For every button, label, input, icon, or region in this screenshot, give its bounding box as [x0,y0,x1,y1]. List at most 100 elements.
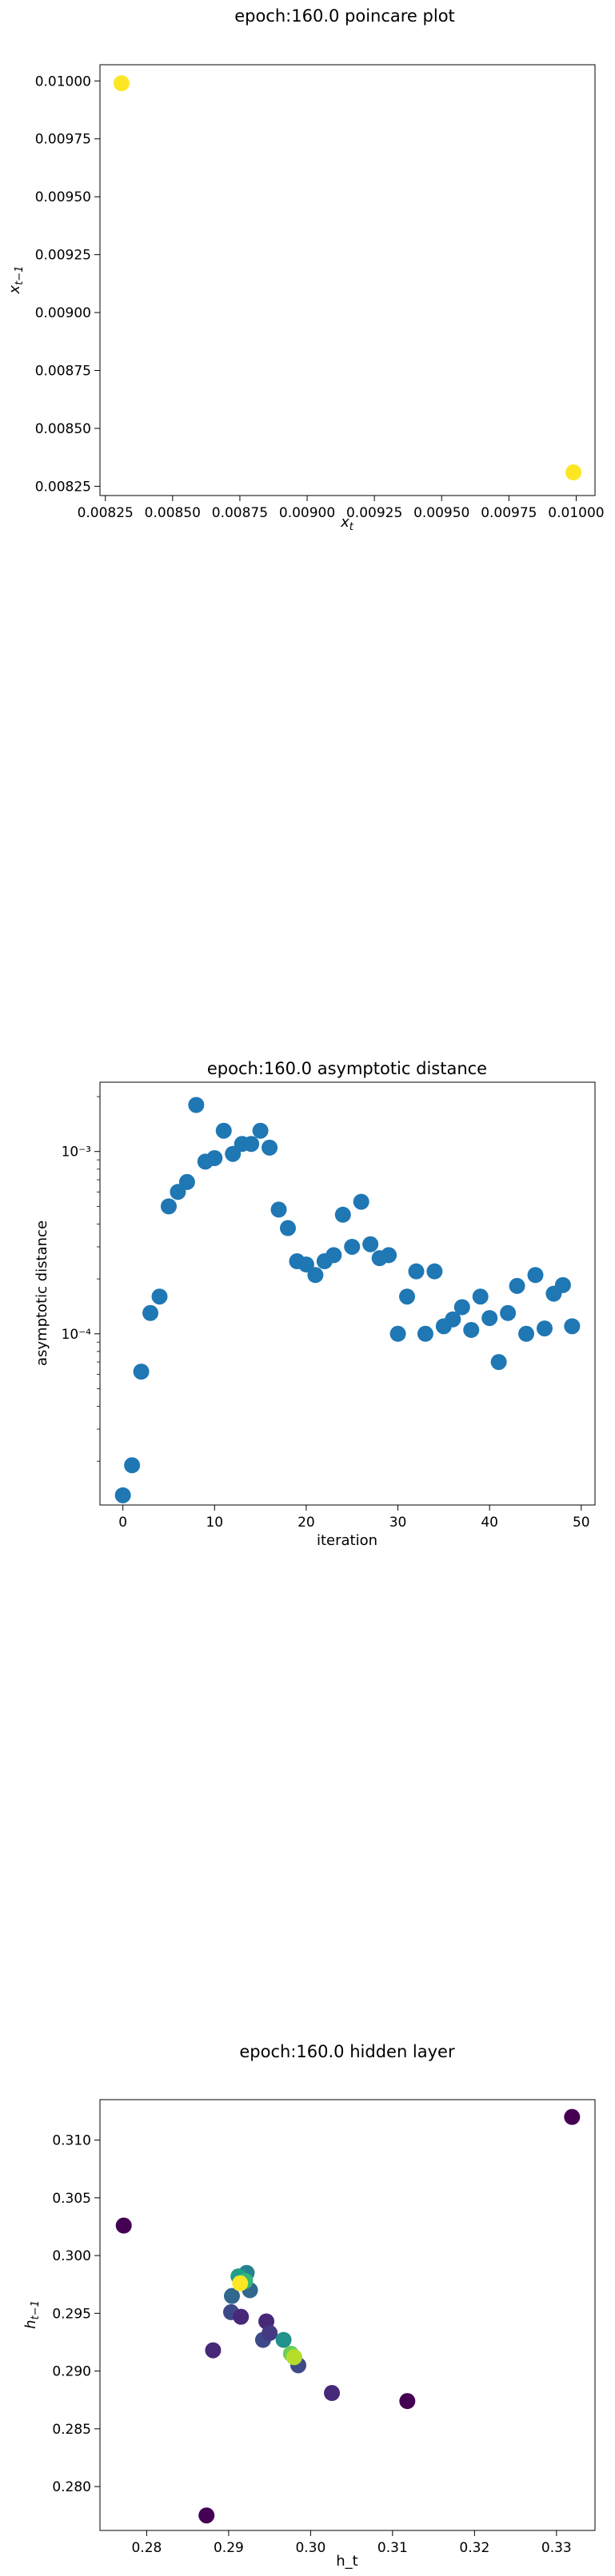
data-point [381,1247,397,1264]
x-tick-label: 0.33 [541,2540,572,2556]
data-point [252,1122,269,1139]
x-tick-label: 0.00875 [212,505,268,521]
y-tick-label: 10⁻⁴ [62,1327,92,1343]
data-point [205,2342,222,2359]
y-tick-label: 10⁻³ [62,1145,91,1161]
chart-title: epoch:160.0 hidden layer [239,2042,455,2061]
data-point [490,1354,507,1371]
data-point [270,1201,287,1218]
data-point [151,1288,168,1305]
data-point [215,1122,232,1139]
x-tick-label: 0.00900 [279,505,335,521]
data-point [262,2324,278,2341]
data-point [518,1325,535,1342]
x-tick-label: 30 [389,1515,407,1531]
x-tick-label: 0.00825 [78,505,134,521]
chart-title: epoch:160.0 asymptotic distance [207,1059,487,1078]
data-point [417,1325,433,1342]
data-points [113,75,582,481]
axis-ticks: 0.00825 0.00850 0.00875 0.00900 0.00925 0.009… [35,74,605,521]
data-point [536,1320,553,1337]
data-point [344,1238,361,1255]
data-points [114,1097,581,1503]
y-tick-label: 0.00925 [35,248,91,264]
y-tick-label: 0.00850 [35,421,91,437]
data-point [509,1277,525,1294]
y-tick-label: 0.290 [52,2364,91,2380]
y-tick-label: 0.285 [52,2422,91,2438]
poincare-plot-chart: epoch:160.0 poincare plot 0.00825 0.00850… [6,6,605,533]
data-point [233,2308,250,2325]
data-point [389,1325,406,1342]
data-point [298,1256,314,1273]
y-tick-label: 0.300 [52,2248,91,2264]
x-tick-label: 0 [118,1515,127,1531]
y-tick-label: 0.280 [52,2479,91,2495]
x-tick-label: 0.32 [459,2540,489,2556]
x-tick-label: 0.00950 [413,505,469,521]
data-point [232,2275,249,2291]
y-tick-label: 0.305 [52,2191,91,2207]
plot-area [99,64,596,496]
data-point [279,1220,296,1236]
chart-title: epoch:160.0 poincare plot [234,6,455,26]
data-point [307,1267,324,1284]
y-tick-label: 0.00875 [35,364,91,380]
x-tick-label: 0.00850 [145,505,201,521]
x-tick-label: 0.00975 [481,505,537,521]
data-point [206,1149,223,1166]
y-tick-label: 0.00825 [35,479,91,495]
data-point [426,1263,443,1280]
y-axis-label: asymptotic distance [34,1220,50,1366]
data-point [223,2287,240,2304]
data-point [353,1193,369,1210]
plot-area [99,2099,596,2531]
data-point [286,2349,302,2366]
data-point [445,1311,461,1328]
x-tick-label: 0.30 [295,2540,325,2556]
data-point [564,2108,581,2125]
data-point [399,2393,416,2410]
x-tick-label: 20 [298,1515,315,1531]
x-tick-label: 10 [206,1515,223,1531]
hidden-layer-chart: epoch:160.0 hidden layer 0.28 0.29 0.30 0.3… [22,2042,596,2570]
data-point [124,1457,141,1474]
x-tick-label: 0.29 [214,2540,244,2556]
data-point [262,1139,278,1156]
y-axis-label: xt−1 [6,266,26,295]
asymptotic-distance-chart: epoch:160.0 asymptotic distance 0 10 20 30 4… [34,1059,596,1549]
data-point [198,2507,215,2524]
data-point [324,2385,341,2402]
y-tick-label: 0.01000 [35,74,91,90]
axis-ticks: 0 10 20 30 40 50 10⁻⁴ 10⁻³ [62,1096,590,1531]
y-axis-label: ht−1 [22,2300,42,2329]
data-point [408,1263,425,1280]
x-axis-label: h_t [336,2553,357,2570]
x-tick-label: 0.31 [377,2540,408,2556]
x-tick-label: 0.01000 [548,505,604,521]
data-point [275,2331,292,2348]
data-point [565,464,582,481]
data-point [500,1304,517,1321]
data-point [115,2217,132,2234]
x-tick-label: 0.28 [131,2540,162,2556]
data-point [334,1206,351,1223]
x-tick-label: 40 [481,1515,498,1531]
data-point [114,1487,131,1503]
x-tick-label: 50 [573,1515,590,1531]
data-point [325,1247,342,1264]
x-axis-label: iteration [317,1532,377,1549]
data-point [188,1097,205,1113]
y-tick-label: 0.00900 [35,305,91,321]
data-point [554,1276,571,1293]
data-point [564,1318,581,1335]
data-point [133,1364,150,1380]
y-tick-label: 0.310 [52,2133,91,2149]
data-point [178,1173,195,1190]
x-tick-label: 0.00925 [346,505,402,521]
data-point [481,1310,498,1327]
data-point [527,1267,544,1284]
y-tick-label: 0.295 [52,2306,91,2322]
data-point [453,1299,470,1316]
